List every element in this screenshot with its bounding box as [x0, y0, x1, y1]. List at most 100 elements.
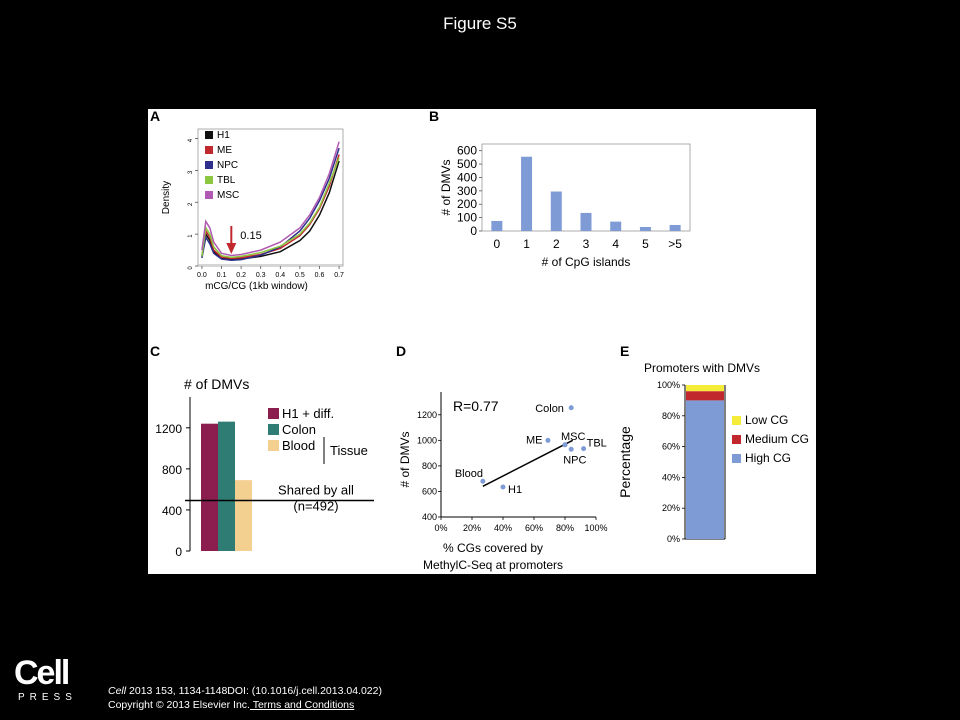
panel-a-xtick-label: 0.7 — [334, 272, 344, 279]
panel-b-xtick-label: 4 — [612, 237, 619, 251]
figure-panels: A B C D E 0 1 2 3 4 0.0 0.1 0.2 0.3 0.4 0.5 0.6 0.7 mCG/CG… — [148, 109, 816, 574]
scatter-point-blood — [480, 478, 486, 484]
panel-b-ytick-label: 500 — [457, 157, 477, 171]
panel-d-ytick-label: 800 — [422, 461, 437, 471]
panel-letter-b: B — [429, 109, 439, 124]
panel-b-xtick-label: 1 — [523, 237, 530, 251]
panel-d-ytick-label: 600 — [422, 486, 437, 496]
panel-d-ylabel: # of DMVs — [398, 431, 412, 487]
panel-a-xtick-label: 0.1 — [217, 272, 227, 279]
panel-e-legend-swatch — [732, 416, 741, 425]
panel-b-xlabel: # of CpG islands — [542, 255, 631, 269]
figure-title: Figure S5 — [443, 14, 517, 33]
legend-swatch-msc — [205, 191, 213, 199]
panel-d-xlabel: MethylC-Seq at promoters — [423, 558, 563, 572]
panel-e-ytick-label: 40% — [662, 472, 680, 482]
panel-d-xtick-label: 60% — [525, 523, 543, 533]
stack-segment-medium-cg — [686, 391, 724, 401]
panel-e-ytick-label: 20% — [662, 503, 680, 513]
panel-e-ytick-label: 60% — [662, 442, 680, 452]
legend-swatch-me — [205, 146, 213, 154]
legend-label-me: ME — [217, 145, 232, 156]
panel-b-xtick-label: 0 — [494, 237, 501, 251]
panel-c-legend-label: Blood — [282, 438, 315, 453]
panel-letter-d: D — [396, 343, 406, 359]
panel-letter-e: E — [620, 343, 629, 359]
citation-journal: Cell — [108, 685, 127, 697]
panel-a-ytick-label: 4 — [188, 138, 194, 142]
panel-a-xtick-label: 0.0 — [197, 272, 207, 279]
threshold-label: 0.15 — [240, 230, 261, 242]
svg-text:PRESS: PRESS — [18, 692, 77, 703]
panel-d-xtick-label: 20% — [463, 523, 481, 533]
panel-c-legend-swatch — [268, 408, 279, 419]
scatter-point-colon — [568, 405, 574, 411]
panel-b-ytick-label: 600 — [457, 144, 477, 158]
dmv-bar-2 — [235, 480, 252, 551]
panel-b-ytick-label: 100 — [457, 211, 477, 225]
cpg-bar — [491, 220, 503, 231]
scatter-point-h1 — [500, 484, 506, 490]
panel-d-xtick-label: 80% — [556, 523, 574, 533]
shared-label: Shared by all — [278, 482, 354, 497]
correlation-label: R=0.77 — [453, 398, 499, 414]
panel-d-xtick-label: 0% — [434, 523, 447, 533]
panel-a-xlabel: mCG/CG (1kb window) — [205, 281, 308, 292]
legend-swatch-npc — [205, 161, 213, 169]
cpg-bar — [580, 212, 592, 231]
scatter-point-me — [545, 437, 551, 443]
panel-d-ytick-label: 1200 — [417, 410, 437, 420]
panel-d-xtick-label: 100% — [584, 523, 607, 533]
terms-link[interactable]: Terms and Conditions — [249, 699, 355, 711]
dmv-bar-0 — [201, 423, 218, 551]
panel-b-ytick-label: 400 — [457, 170, 477, 184]
panel-a-ytick-label: 0 — [188, 266, 194, 270]
panel-c-legend-swatch — [268, 440, 279, 451]
panel-d-ytick-label: 1000 — [417, 435, 437, 445]
legend-label-npc: NPC — [217, 160, 238, 171]
panel-c-legend-swatch — [268, 424, 279, 435]
panel-e-title: Promoters with DMVs — [644, 361, 760, 375]
density-line-me — [201, 154, 340, 260]
density-line-msc — [201, 141, 340, 257]
cpg-bar — [669, 224, 681, 231]
citation-copyright: Copyright © 2013 Elsevier Inc. — [108, 699, 250, 711]
panel-a-xtick-label: 0.4 — [275, 272, 285, 279]
panel-letter-a: A — [150, 109, 160, 124]
threshold-arrow-head — [226, 243, 237, 254]
panel-a-ytick-label: 3 — [188, 170, 194, 174]
panel-a-ytick-label: 2 — [188, 202, 194, 206]
panel-a-ytick-label: 1 — [188, 234, 194, 238]
panel-c-legend-label: Colon — [282, 422, 316, 437]
cell-press-logo: Cell PRESS — [14, 654, 77, 703]
scatter-point-npc — [568, 446, 574, 452]
cpg-bar — [550, 191, 562, 231]
panel-c-ytick-label: 800 — [162, 463, 182, 477]
panel-e-ytick-label: 0% — [667, 534, 680, 544]
panel-e-ylabel: Percentage — [617, 426, 633, 498]
panel-b-ytick-label: 0 — [470, 224, 477, 238]
scatter-label-npc: NPC — [563, 454, 586, 466]
legend-label-h1: H1 — [217, 130, 230, 141]
figure-svg: A B C D E 0 1 2 3 4 0.0 0.1 0.2 0.3 0.4 0.5 0.6 0.7 mCG/CG… — [150, 109, 809, 572]
cpg-bar — [639, 226, 651, 231]
panel-b-xtick-label: 2 — [553, 237, 560, 251]
scatter-point-tbl — [581, 446, 587, 452]
stack-segment-low-cg — [686, 385, 724, 392]
panel-a-xtick-label: 0.6 — [315, 272, 325, 279]
panel-b-ylabel: # of DMVs — [439, 159, 453, 215]
panel-e-legend-swatch — [732, 454, 741, 463]
panel-c-ytick-label: 400 — [162, 504, 182, 518]
panel-b-xtick-label: 3 — [583, 237, 590, 251]
panel-e-legend-label: High CG — [745, 451, 791, 465]
scatter-label-colon: Colon — [535, 403, 564, 415]
panel-a-xtick-label: 0.3 — [256, 272, 266, 279]
scatter-label-me: ME — [526, 434, 543, 446]
panel-d-xlabel: % CGs covered by — [443, 541, 543, 555]
panel-d-ytick-label: 400 — [422, 512, 437, 522]
panel-c-ytick-label: 0 — [175, 545, 182, 559]
citation: Cell 2013 153, 1134-1148DOI: (10.1016/j.… — [108, 684, 382, 712]
legend-swatch-h1 — [205, 131, 213, 139]
scatter-label-blood: Blood — [455, 468, 483, 480]
scatter-label-tbl: TBL — [587, 438, 607, 450]
